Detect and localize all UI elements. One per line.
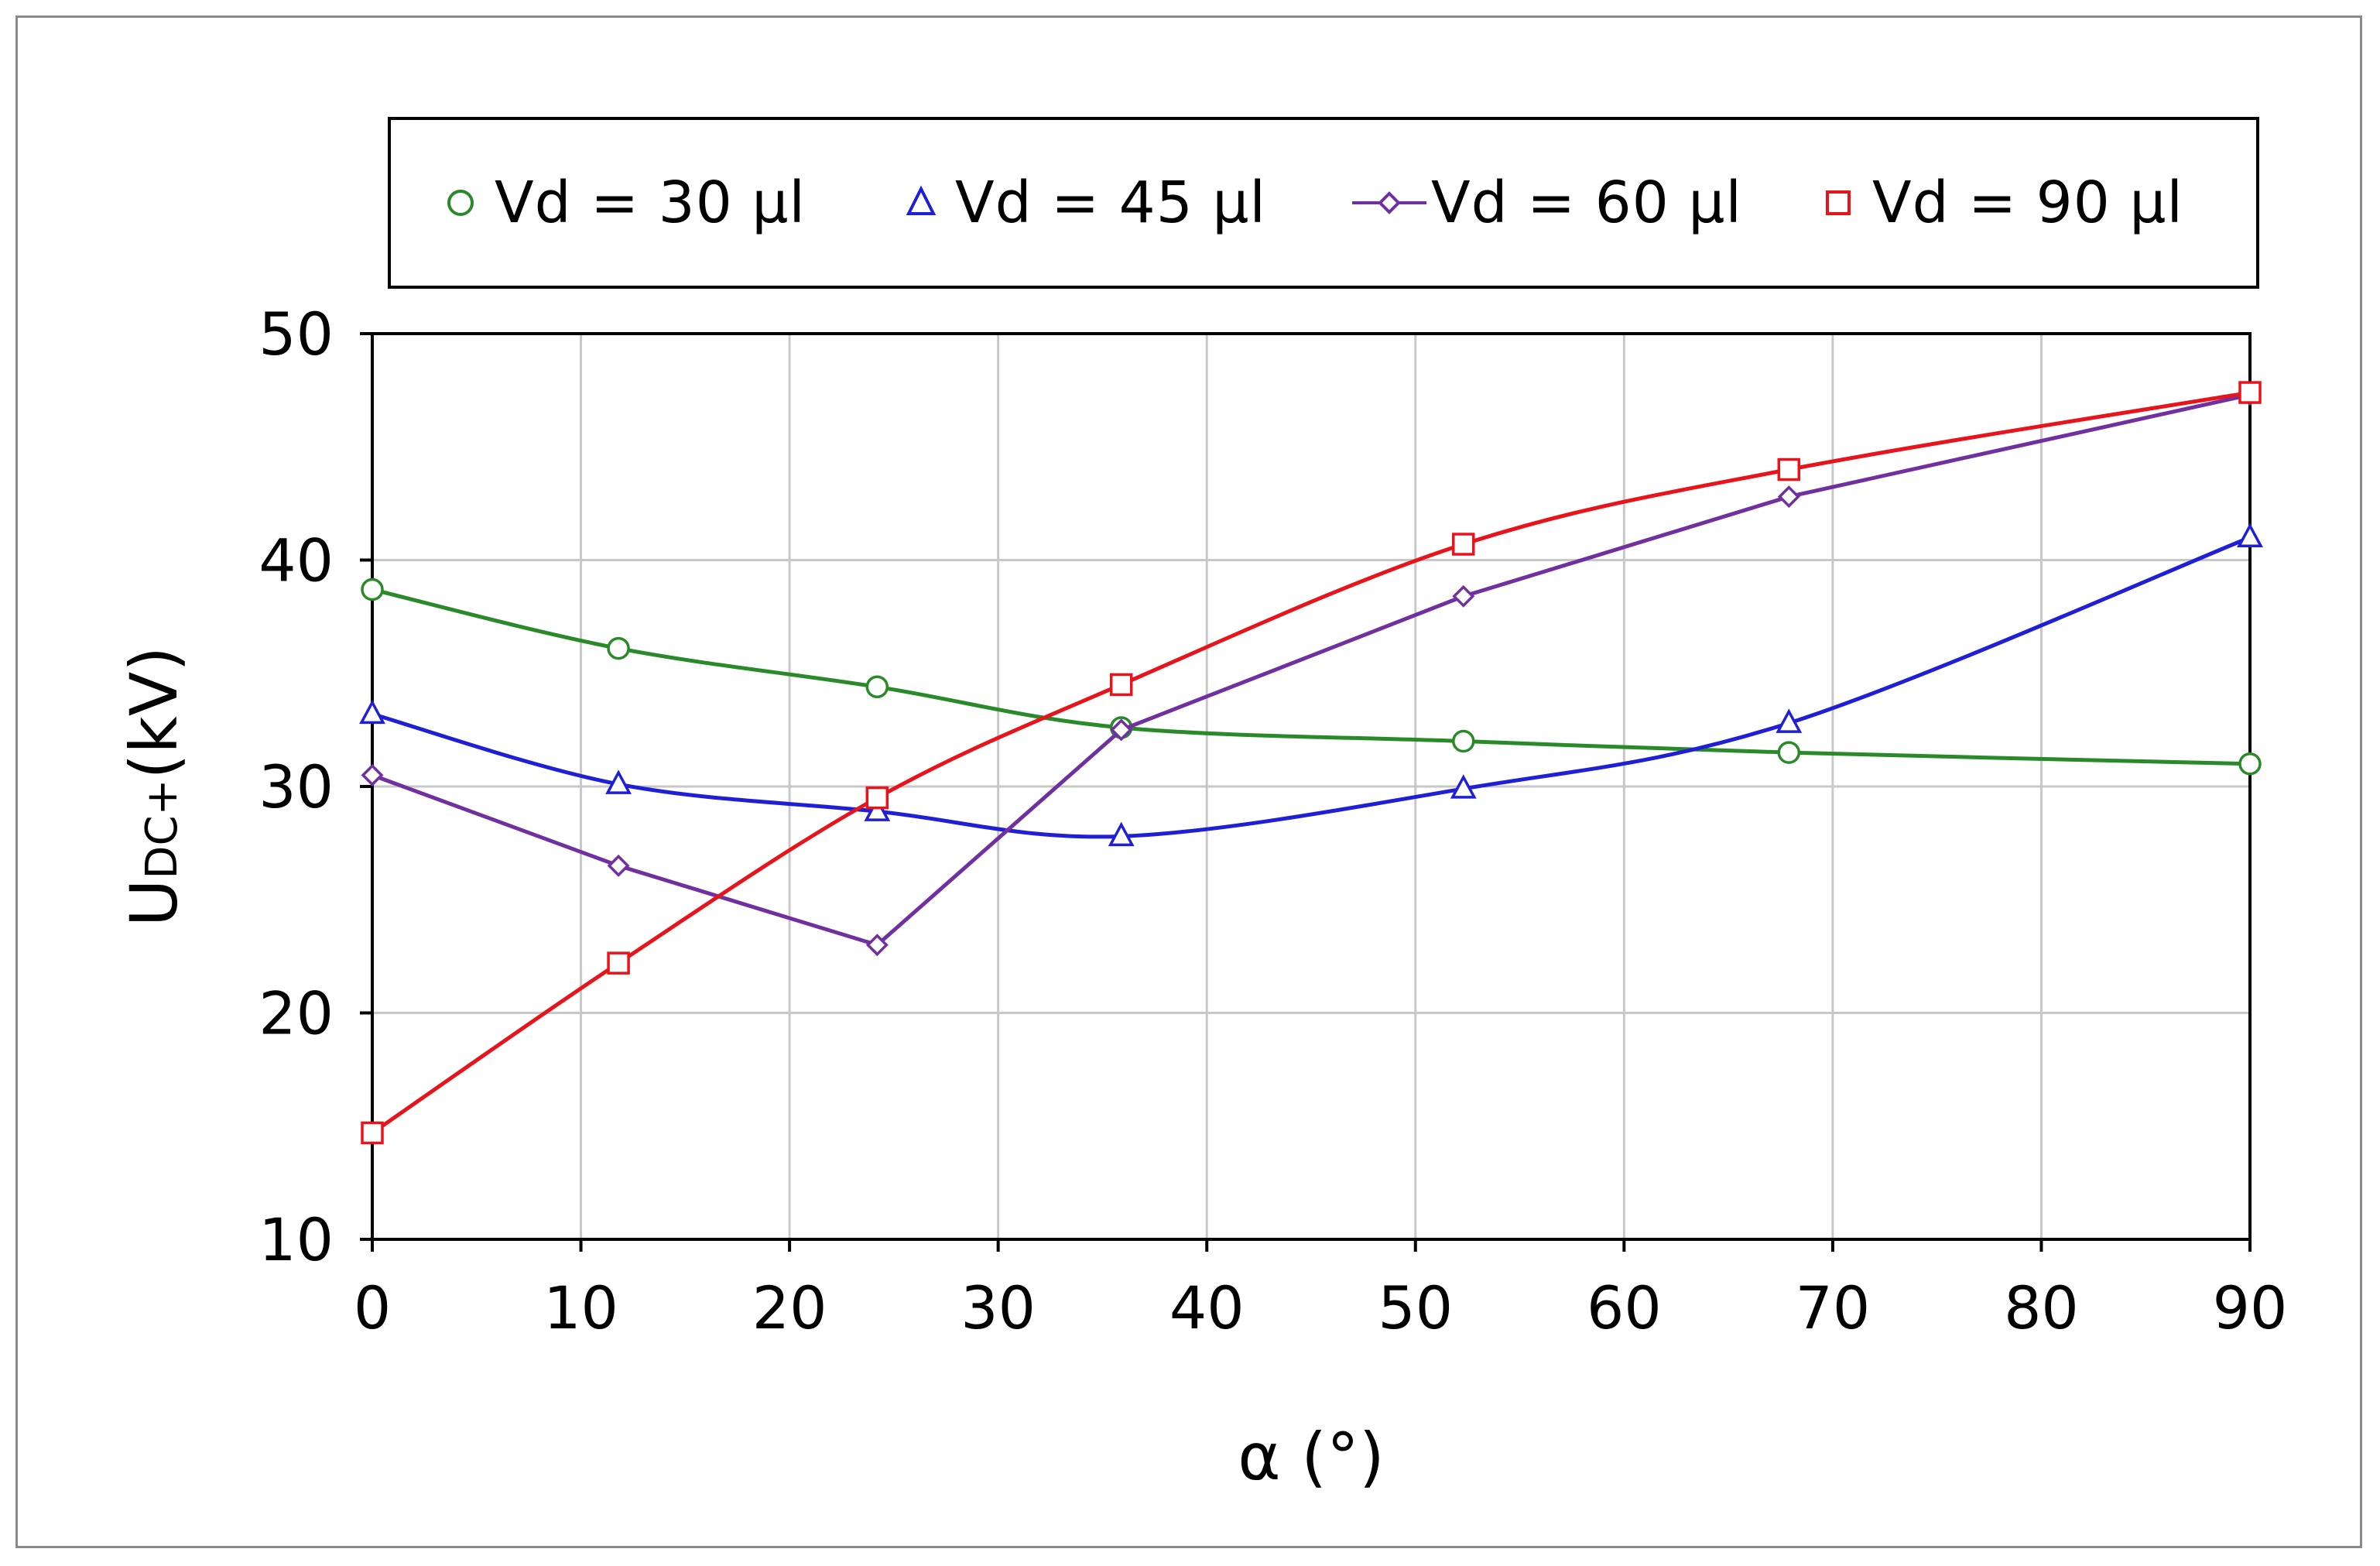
x-tick-label: 50 (1378, 1273, 1453, 1342)
tick-labels: 0 10 20 30 40 50 60 70 80 90 10 20 30 40 50 (259, 300, 2287, 1342)
legend-marker-circle (447, 190, 474, 216)
x-tick-label: 10 (543, 1273, 618, 1342)
x-axis-title: α (°) (1238, 1419, 1385, 1495)
data-point-diamond (1452, 584, 1475, 608)
y-tick-label: 50 (259, 300, 334, 368)
legend-label: Vd = 45 µl (955, 170, 1266, 236)
axis-tick-marks (360, 332, 2252, 1252)
data-point-square (361, 1121, 384, 1145)
data-point-circle (1452, 729, 1475, 753)
data-point-triangle (1108, 821, 1135, 847)
chart-frame: 0 10 20 30 40 50 60 70 80 90 10 20 30 40 50 α (°) UDC+… (15, 15, 2362, 1548)
series-4 (361, 381, 2262, 1145)
x-tick-label: 70 (1796, 1273, 1871, 1342)
data-point-square (1777, 457, 1801, 481)
data-point-circle (2238, 752, 2262, 776)
series-1 (361, 577, 2262, 776)
data-point-triangle (359, 699, 385, 725)
data-point-circle (607, 636, 630, 660)
legend-marker-diamond-line (1352, 191, 1426, 214)
series-line (372, 588, 2251, 766)
x-tick-label: 20 (752, 1273, 827, 1342)
x-tick-label: 40 (1169, 1273, 1245, 1342)
series-3 (361, 383, 2262, 957)
x-tick-label: 30 (961, 1273, 1036, 1342)
y-axis-title-main: U (116, 879, 192, 927)
y-tick-label: 30 (259, 752, 334, 821)
data-point-triangle (1776, 708, 1803, 733)
series-2 (359, 523, 2263, 847)
legend-marker-square (1826, 190, 1851, 215)
data-point-square (1452, 533, 1475, 556)
data-point-triangle (605, 769, 632, 794)
series-layer (359, 381, 2263, 1145)
data-point-triangle (1450, 774, 1477, 799)
data-point-diamond (1110, 718, 1133, 742)
chart-canvas: 0 10 20 30 40 50 60 70 80 90 10 20 30 40 50 α (°) UDC+… (116, 300, 2287, 1495)
x-tick-label: 80 (2004, 1273, 2079, 1342)
data-point-circle (1777, 741, 1801, 764)
series-line (372, 392, 2251, 947)
series-line (372, 535, 2251, 839)
data-point-triangle (2237, 523, 2263, 547)
legend-label: Vd = 60 µl (1431, 170, 1742, 236)
data-point-diamond (1777, 485, 1800, 509)
y-tick-label: 10 (259, 1205, 334, 1274)
x-tick-label: 90 (2213, 1273, 2288, 1342)
series-line (371, 390, 2251, 1135)
data-point-triangle (864, 797, 891, 821)
legend-label: Vd = 30 µl (495, 170, 806, 236)
legend: Vd = 30 µl Vd = 45 µl Vd = 60 µl Vd = 90… (388, 117, 2259, 289)
data-point-square (865, 786, 889, 810)
gridlines (372, 334, 2250, 1239)
data-point-circle (361, 577, 384, 601)
legend-item-vd-90: Vd = 90 µl (1815, 120, 2183, 286)
data-point-square (2238, 381, 2262, 404)
data-point-diamond (865, 934, 889, 957)
legend-marker-triangle (906, 185, 937, 215)
y-axis-title: UDC+(kV) (116, 646, 192, 927)
legend-label: Vd = 90 µl (1872, 170, 2183, 236)
legend-item-vd-60: Vd = 60 µl (1351, 120, 1742, 286)
data-point-square (1109, 673, 1133, 697)
legend-item-vd-45: Vd = 45 µl (898, 120, 1266, 286)
data-point-diamond (607, 854, 630, 877)
legend-item-vd-30: Vd = 30 µl (437, 120, 806, 286)
x-tick-label: 0 (354, 1273, 391, 1342)
data-point-square (607, 951, 630, 975)
data-point-circle (865, 675, 889, 699)
y-axis-title-unit: (kV) (116, 646, 192, 780)
y-tick-label: 20 (259, 979, 334, 1048)
y-tick-label: 40 (259, 526, 334, 595)
x-tick-label: 60 (1587, 1273, 1662, 1342)
y-axis-title-subscript: DC+ (137, 780, 187, 879)
data-point-diamond (361, 763, 384, 786)
